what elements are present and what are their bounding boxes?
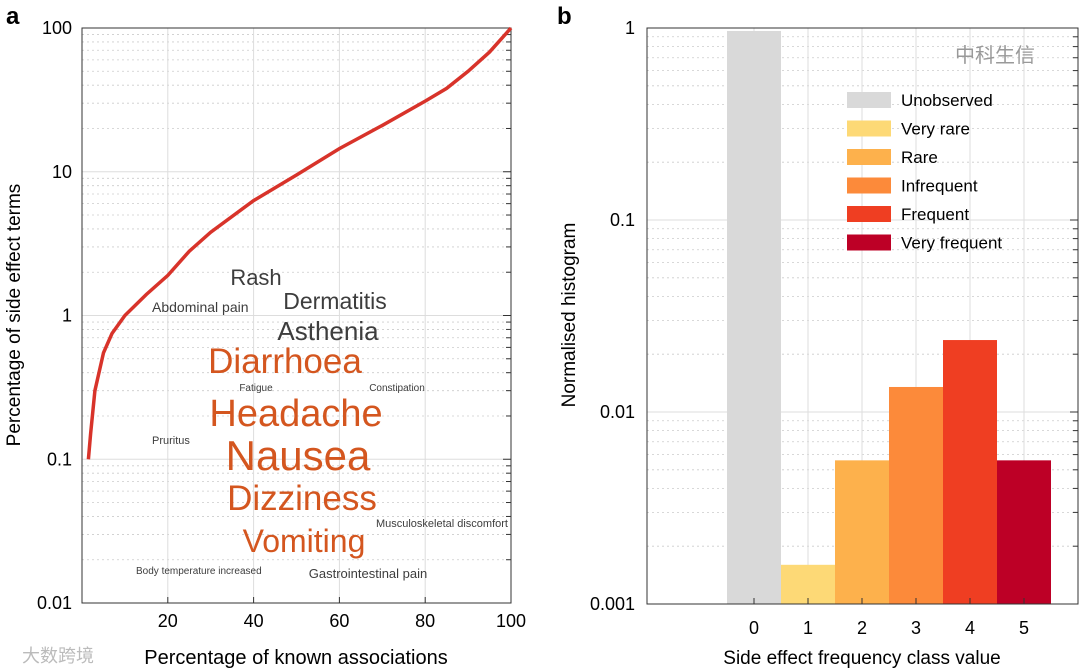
word-cloud-term: Diarrhoea — [208, 342, 362, 381]
legend-swatch — [847, 149, 891, 165]
word-cloud-term: Vomiting — [243, 523, 366, 559]
legend-swatch — [847, 120, 891, 137]
panel-label-b: b — [557, 3, 572, 30]
word-cloud-term: Constipation — [369, 383, 425, 394]
word-cloud-term: Fatigue — [239, 383, 273, 394]
watermark-left: 大数跨境 — [22, 646, 94, 666]
word-cloud-term: Headache — [209, 393, 382, 435]
panel-b-x-axis-label: Side effect frequency class value — [723, 648, 1000, 669]
bar-very-frequent — [997, 460, 1051, 604]
word-cloud-term: Abdominal pain — [152, 299, 249, 315]
panel-a-y-tick-label: 100 — [42, 18, 72, 38]
panel-b-x-tick-label: 1 — [803, 618, 813, 638]
word-cloud-term: Pruritus — [152, 435, 190, 447]
panel-a-y-tick-label: 0.1 — [47, 449, 72, 469]
word-cloud-term: Body temperature increased — [136, 566, 262, 577]
panel-label-a: a — [6, 3, 20, 30]
panel-a-y-axis-label: Percentage of side effect terms — [4, 184, 25, 447]
word-cloud-term: Nausea — [226, 432, 371, 479]
word-cloud-term: Gastrointestinal pain — [309, 566, 428, 581]
legend-label: Very frequent — [901, 234, 1002, 253]
panel-b-y-axis-label: Normalised histogram — [559, 223, 580, 408]
legend-swatch — [847, 206, 891, 222]
panel-a-y-tick-label: 1 — [62, 306, 72, 326]
bar-infrequent — [889, 386, 943, 604]
panel-b-x-tick-label: 4 — [965, 618, 975, 638]
legend-label: Rare — [901, 148, 938, 167]
legend-label: Infrequent — [901, 177, 978, 196]
panel-a-cumulative-line — [86, 26, 513, 460]
panel-a-chart: 20 40 60 80 100 0.01 0.1 1 10 100 Percentage of kn… — [4, 18, 526, 669]
panel-a-axes-frame — [81, 27, 512, 604]
panel-a-y-tick-label: 10 — [52, 162, 72, 182]
panel-b-chart: 0 1 2 3 4 5 0.001 0.01 0.1 1 Side effect frequency… — [559, 18, 1079, 669]
legend-label: Unobserved — [901, 91, 993, 110]
legend-swatch — [847, 177, 891, 194]
word-cloud-term: Asthenia — [277, 316, 379, 346]
legend-label: Frequent — [901, 205, 969, 224]
word-cloud-term: Dizziness — [227, 479, 377, 518]
bar-rare — [835, 460, 889, 604]
panel-b-x-tick-label: 2 — [857, 618, 867, 638]
legend-swatch — [847, 234, 891, 251]
panel-a-x-tick-label: 60 — [329, 611, 349, 631]
panel-a-x-tick-label: 40 — [244, 611, 264, 631]
panel-b-x-tick-label: 3 — [911, 618, 921, 638]
panel-a-x-tick-label: 80 — [415, 611, 435, 631]
panel-b-y-tick-label: 0.1 — [610, 210, 635, 230]
panel-b-y-tick-label: 0.01 — [600, 402, 635, 422]
bar-very-rare — [781, 564, 835, 604]
panel-b-y-tick-label: 1 — [625, 18, 635, 38]
word-cloud-term: Rash — [230, 265, 281, 290]
panel-b-y-tick-label: 0.001 — [590, 594, 635, 614]
watermark-right: 中科生信 — [955, 44, 1035, 67]
panel-a-x-axis-label: Percentage of known associations — [144, 647, 448, 669]
legend-swatch — [847, 92, 891, 108]
panel-a-y-tick-label: 0.01 — [37, 593, 72, 613]
panel-a-x-tick-label: 20 — [158, 611, 178, 631]
bar-frequent — [943, 340, 997, 604]
panel-b-x-tick-label: 5 — [1019, 618, 1029, 638]
panel-b-axes-frame — [646, 27, 1079, 605]
word-cloud-term: Dermatitis — [283, 288, 387, 314]
bar-unobserved — [727, 30, 781, 604]
panel-b-x-tick-label: 0 — [749, 618, 759, 638]
word-cloud-term: Musculoskeletal discomfort — [376, 518, 508, 530]
legend-label: Very rare — [901, 120, 970, 139]
panel-a-x-tick-label: 100 — [496, 611, 526, 631]
